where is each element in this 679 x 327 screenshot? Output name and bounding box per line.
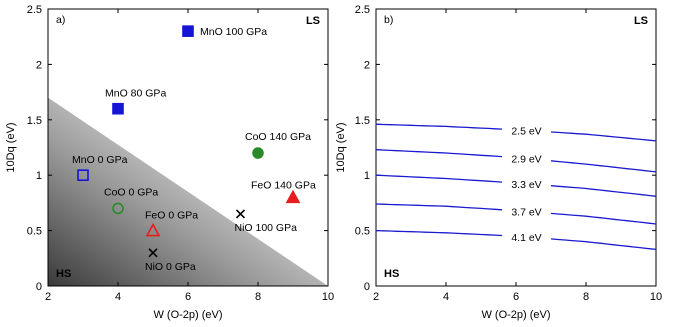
point-label: FeO 140 GPa — [251, 179, 316, 191]
y-tick-label: 1.5 — [355, 115, 370, 127]
x-tick-label: 8 — [583, 291, 589, 303]
scatter-point-square — [77, 169, 89, 181]
series-line — [550, 212, 657, 225]
x-axis-label-a: W (O-2p) (eV) — [153, 309, 222, 321]
scatter-point-circle — [252, 147, 264, 159]
point-label: FeO 0 GPa — [145, 210, 198, 222]
point-label: NiO 100 GPa — [235, 222, 298, 234]
series-label: 3.3 eV — [511, 179, 541, 191]
hs-region-shading — [48, 97, 328, 286]
point-label: MnO 80 GPa — [105, 88, 166, 100]
y-axis-label-a: 10Dq (eV) — [5, 122, 17, 172]
x-axis-label-b: W (O-2p) (eV) — [481, 309, 550, 321]
series-line — [375, 203, 503, 211]
scatter-points: MnO 100 GPa MnO 80 GPa MnO 0 GPa CoO 140 GP… — [72, 25, 316, 273]
series-line — [375, 123, 503, 130]
series-label: 4.1 eV — [511, 232, 541, 244]
series-label: 2.5 eV — [511, 125, 541, 137]
y-tick-label: 0.5 — [355, 226, 370, 238]
x-tick-label: 6 — [185, 291, 191, 303]
x-tick-label: 4 — [115, 291, 121, 303]
scatter-point-triangle — [145, 222, 161, 237]
series-line — [550, 160, 657, 173]
y-tick-label: 1.5 — [27, 115, 42, 127]
scatter-point-triangle — [285, 189, 301, 204]
scatter-point-square — [182, 25, 194, 37]
scatter-point-square — [112, 102, 124, 115]
axis-ticks-b: 2 4 6 8 10 0 0.5 1 1.5 2 2.5 — [355, 4, 662, 303]
point-label: CoO 0 GPa — [104, 186, 158, 198]
y-tick-label: 0 — [36, 281, 42, 293]
series-line — [375, 229, 503, 237]
y-tick-label: 1 — [364, 170, 370, 182]
y-axis-label-b: 10Dq (eV) — [335, 122, 347, 172]
scatter-point-cross — [235, 209, 246, 219]
chart-b: 2 4 6 8 10 0 0.5 1 1.5 2 2.5 2.5 eV 2.9 eV 3.3 eV 3.7… — [335, 4, 662, 321]
y-tick-label: 2.5 — [27, 4, 42, 16]
series-line — [550, 185, 657, 197]
axis-ticks-a: 2 4 6 8 10 0 0.5 1 1.5 2 2.5 — [27, 4, 334, 303]
series-line — [550, 238, 657, 251]
panel-label-a: a) — [56, 14, 65, 26]
cross-stroke — [148, 248, 158, 258]
x-tick-label: 2 — [45, 291, 51, 303]
point-label: NiO 0 GPa — [145, 261, 196, 273]
x-tick-label: 6 — [513, 291, 519, 303]
series-label: 3.7 eV — [511, 206, 541, 218]
scatter-point-circle — [112, 202, 124, 215]
chart-a: 2 4 6 8 10 0 0.5 1 1.5 2 2.5 MnO 100 GPa MnO 80 GPa… — [5, 4, 334, 321]
point-label: CoO 140 GPa — [245, 131, 311, 143]
series-line — [375, 174, 503, 183]
series-line — [375, 149, 503, 158]
y-tick-label: 0 — [364, 281, 370, 293]
series-label: 2.9 eV — [511, 153, 541, 165]
y-tick-label: 2.5 — [355, 4, 370, 16]
ls-label-a: LS — [306, 15, 320, 27]
hs-label-b: HS — [384, 268, 399, 280]
ls-label-b: LS — [634, 15, 648, 27]
panel-label-b: b) — [384, 14, 393, 26]
x-tick-label: 8 — [255, 291, 261, 303]
y-tick-label: 0.5 — [27, 226, 42, 238]
series-line — [550, 131, 657, 142]
series-lines: 2.5 eV 2.9 eV 3.3 eV 3.7 eV 4.1 eV — [375, 123, 657, 251]
x-tick-label: 10 — [322, 291, 334, 303]
scatter-point-cross — [148, 248, 158, 258]
cross-stroke — [235, 209, 246, 219]
y-tick-label: 2 — [364, 59, 370, 71]
point-label: MnO 0 GPa — [72, 154, 128, 166]
y-tick-label: 2 — [36, 59, 42, 71]
x-tick-label: 2 — [373, 291, 379, 303]
x-tick-label: 10 — [650, 291, 662, 303]
x-tick-label: 4 — [443, 291, 449, 303]
y-tick-label: 1 — [36, 170, 42, 182]
hs-label-a: HS — [56, 268, 71, 280]
point-label: MnO 100 GPa — [200, 26, 267, 38]
